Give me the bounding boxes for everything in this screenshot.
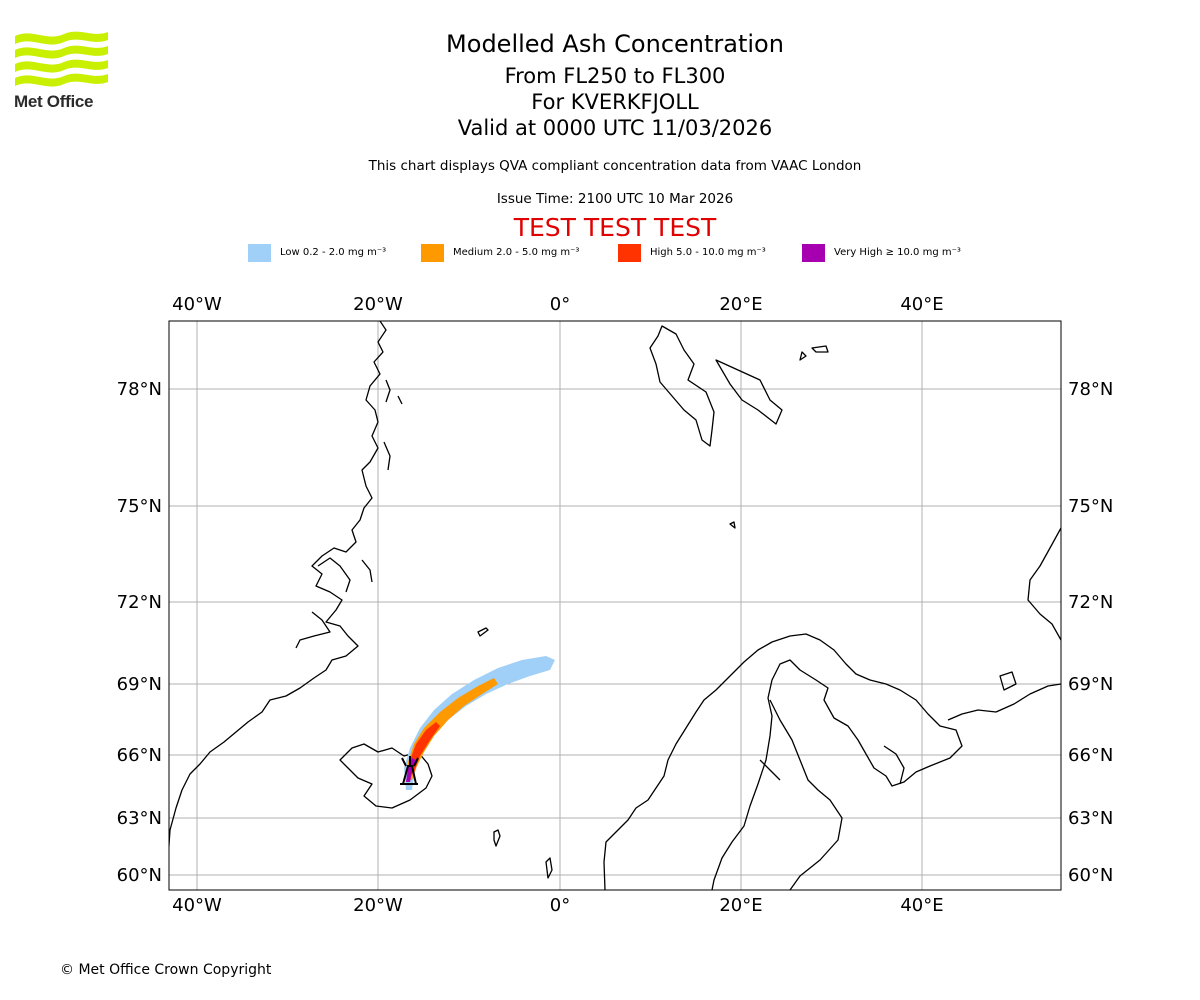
- legend-swatch-medium: [421, 244, 444, 262]
- chart-title: Modelled Ash Concentration: [446, 30, 784, 58]
- logo-text: Met Office: [14, 92, 94, 111]
- lat-tick-left: 72°N: [117, 592, 162, 613]
- legend-swatch-very-high: [802, 244, 825, 262]
- lon-tick-top: 40°W: [172, 294, 222, 315]
- lat-tick-right: 69°N: [1068, 674, 1113, 695]
- lat-tick-right: 63°N: [1068, 808, 1113, 829]
- lat-tick-right: 75°N: [1068, 496, 1113, 517]
- lat-tick-right: 78°N: [1068, 379, 1113, 400]
- issue-time: Issue Time: 2100 UTC 10 Mar 2026: [496, 191, 734, 207]
- lon-tick-bottom: 20°E: [719, 895, 762, 916]
- lat-tick-left: 66°N: [117, 745, 162, 766]
- svalbard-coast: [649, 325, 715, 447]
- met-office-logo: [15, 31, 108, 87]
- lat-tick-left: 60°N: [117, 865, 162, 886]
- legend-swatch-low: [248, 244, 271, 262]
- lat-tick-left: 75°N: [117, 496, 162, 517]
- gridlines: [169, 321, 1061, 890]
- volcano-name: For KVERKFJOLL: [531, 90, 699, 114]
- legend-label-very-high: Very High ≥ 10.0 mg m⁻³: [834, 247, 961, 258]
- map-frame: [168, 320, 1062, 891]
- legend-label-medium: Medium 2.0 - 5.0 mg m⁻³: [453, 247, 580, 258]
- lat-tick-right: 60°N: [1068, 865, 1113, 886]
- lat-tick-right: 66°N: [1068, 745, 1113, 766]
- lon-tick-top: 0°: [550, 294, 570, 315]
- test-banner: TEST TEST TEST: [513, 213, 717, 242]
- legend-swatch-high: [618, 244, 641, 262]
- plume-medium: [408, 678, 498, 780]
- lon-tick-bottom: 40°W: [172, 895, 222, 916]
- legend-label-high: High 5.0 - 10.0 mg m⁻³: [650, 247, 766, 258]
- lon-tick-top: 20°E: [719, 294, 762, 315]
- ash-plume: [404, 656, 555, 790]
- plume-low: [404, 656, 555, 790]
- lat-tick-left: 69°N: [117, 674, 162, 695]
- valid-time: Valid at 0000 UTC 11/03/2026: [457, 116, 773, 140]
- volcano-icon: [400, 756, 419, 785]
- coastlines: [169, 321, 1061, 890]
- lon-tick-top: 40°E: [900, 294, 943, 315]
- lon-tick-bottom: 40°E: [900, 895, 943, 916]
- legend-label-low: Low 0.2 - 2.0 mg m⁻³: [280, 247, 387, 258]
- scandinavia-coast: [603, 633, 963, 890]
- greenland-coast: [169, 321, 387, 855]
- lon-tick-top: 20°W: [353, 294, 403, 315]
- lat-tick-right: 72°N: [1068, 592, 1113, 613]
- chart-note: This chart displays QVA compliant concen…: [368, 158, 862, 174]
- copyright: © Met Office Crown Copyright: [60, 962, 272, 978]
- plume-very-high: [406, 758, 416, 782]
- flight-level-range: From FL250 to FL300: [504, 64, 726, 88]
- lat-tick-left: 78°N: [117, 379, 162, 400]
- iceland-coast: [339, 743, 433, 809]
- lon-tick-bottom: 20°W: [353, 895, 403, 916]
- lat-tick-left: 63°N: [117, 808, 162, 829]
- lon-tick-bottom: 0°: [550, 895, 570, 916]
